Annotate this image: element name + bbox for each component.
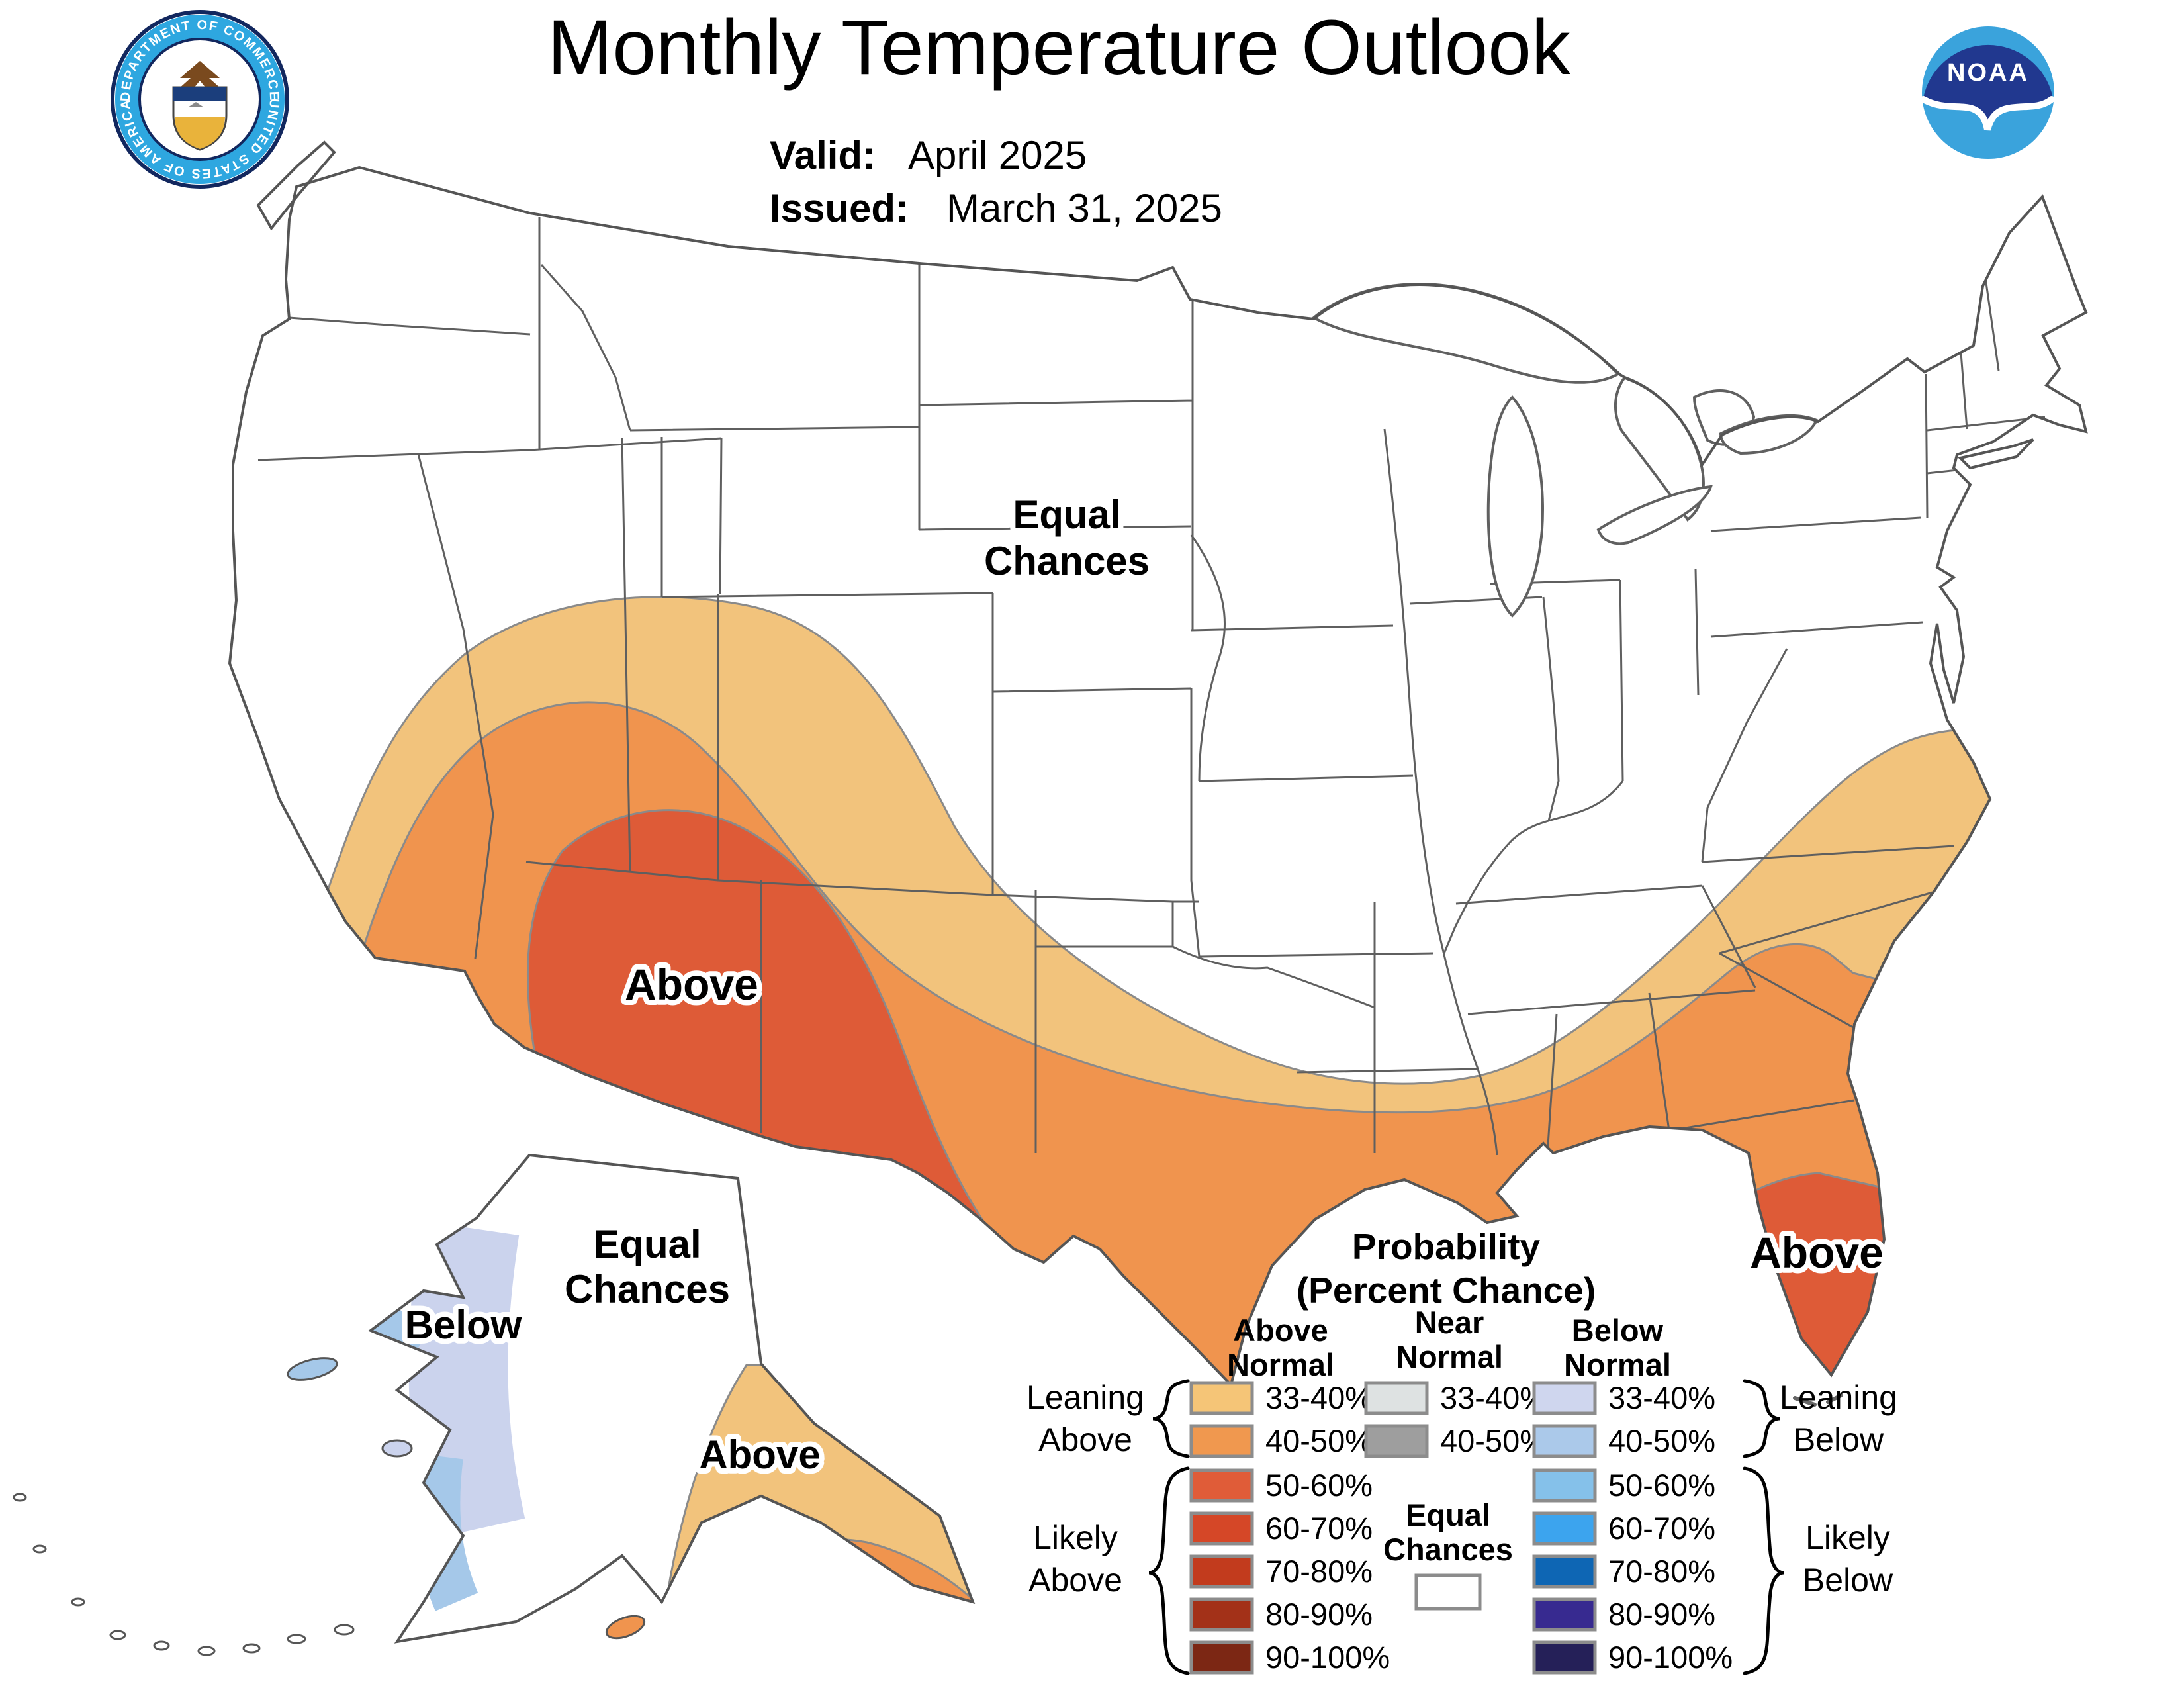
legend-below-row-0: 33-40% <box>1608 1380 1715 1415</box>
likely-below-label-line1: Likely <box>1805 1519 1890 1556</box>
alaska-equal-chances-label-line1: Equal <box>593 1222 701 1266</box>
legend-equal-chances-line1: Equal <box>1406 1497 1490 1532</box>
legend-below-row-3: 60-70% <box>1608 1511 1715 1546</box>
band-above-50-60-florida <box>1693 1172 1901 1385</box>
long-island <box>1958 438 2034 470</box>
florida-above-label: Above <box>1750 1228 1884 1277</box>
legend-title-line1: Probability <box>1352 1226 1541 1267</box>
noaa-logo-text: NOAA <box>1947 59 2029 87</box>
brace-leaning-above <box>1152 1379 1190 1458</box>
likely-below-label-line2: Below <box>1803 1562 1893 1599</box>
legend-above-row-2: 50-60% <box>1265 1468 1373 1503</box>
alaska-below-label: Below <box>405 1303 522 1347</box>
alaska-map <box>13 1153 976 1656</box>
lake-michigan <box>1486 395 1544 618</box>
legend-below-row-4: 70-80% <box>1608 1554 1715 1589</box>
legend-above-row-3: 60-70% <box>1265 1511 1373 1546</box>
legend-col-below-line2: Normal <box>1564 1347 1671 1382</box>
noaa-gull-icon <box>1920 96 2055 131</box>
valid-label: Valid: <box>770 133 876 177</box>
kodiak-island <box>605 1615 646 1640</box>
map-labels-group: Equal Chances Above Above Equal Chances … <box>400 487 1889 1482</box>
legend-title-line2: (Percent Chance) <box>1297 1270 1596 1311</box>
likely-above-label-line1: Likely <box>1033 1519 1118 1556</box>
state-borders <box>257 217 2046 1156</box>
vancouver-island <box>256 140 336 231</box>
lake-erie <box>1596 485 1713 545</box>
alaska-equal-chances-label-line2: Chances <box>565 1267 730 1311</box>
issued-label: Issued: <box>770 186 909 230</box>
legend-above-row-5: 80-90% <box>1265 1597 1373 1632</box>
nunivak-island <box>381 1439 413 1458</box>
great-lakes <box>1311 283 1819 618</box>
seal-shield-icon <box>172 86 228 151</box>
legend-above-row-6: 90-100% <box>1265 1640 1390 1675</box>
leaning-above-label-line2: Above <box>1038 1421 1132 1458</box>
st-lawrence-island <box>287 1357 338 1381</box>
legend-near-column: 33-40% 40-50% Equal Chances <box>1364 1380 1547 1611</box>
lake-superior <box>1311 283 1621 384</box>
alaska-outline <box>367 1153 976 1644</box>
legend-above-row-1: 40-50% <box>1265 1423 1373 1458</box>
legend-near-row-0: 33-40% <box>1440 1380 1547 1415</box>
page-title: Monthly Temperature Outlook <box>547 4 1571 91</box>
brace-leaning-below <box>1743 1379 1780 1458</box>
band-below-40-50-coast <box>414 1453 478 1611</box>
legend-equal-chances-line2: Chances <box>1383 1532 1513 1567</box>
alaska-above-label: Above <box>699 1432 820 1477</box>
legend-above-column: 33-40% 40-50% 50-60% 60-70% 70-80% 80-90… <box>1189 1380 1390 1675</box>
legend-col-above-line1: Above <box>1233 1313 1328 1348</box>
noaa-logo-icon: NOAA <box>1920 26 2055 159</box>
legend-col-near-line2: Normal <box>1396 1339 1503 1374</box>
conus-equal-chances-label-line1: Equal <box>1013 492 1120 537</box>
legend-equal-chances-swatch <box>1414 1573 1482 1611</box>
legend-near-row-1: 40-50% <box>1440 1423 1547 1458</box>
legend-below-row-5: 80-90% <box>1608 1597 1715 1632</box>
brace-likely-below <box>1743 1466 1784 1675</box>
seal-eagle-icon <box>179 61 221 89</box>
leaning-below-label-line1: Leaning <box>1780 1379 1897 1416</box>
brace-likely-above <box>1148 1466 1190 1675</box>
legend-col-near-line1: Near <box>1415 1305 1484 1340</box>
issued-value: March 31, 2025 <box>946 186 1222 230</box>
valid-value: April 2025 <box>908 133 1087 177</box>
legend-below-column: 33-40% 40-50% 50-60% 60-70% 70-80% 80-90… <box>1532 1380 1733 1675</box>
legend-below-row-1: 40-50% <box>1608 1423 1715 1458</box>
legend-below-row-2: 50-60% <box>1608 1468 1715 1503</box>
leaning-below-label-line2: Below <box>1794 1421 1884 1458</box>
conus-outline <box>228 165 2088 1387</box>
legend-below-row-6: 90-100% <box>1608 1640 1733 1675</box>
legend-col-below-line1: Below <box>1572 1313 1664 1348</box>
florida-keys <box>1793 1393 1843 1407</box>
conus-equal-chances-label-line2: Chances <box>984 539 1150 583</box>
legend-col-above-line2: Normal <box>1227 1347 1334 1382</box>
legend: Probability (Percent Chance) Above Norma… <box>1026 1226 1897 1675</box>
likely-above-label-line2: Above <box>1028 1562 1122 1599</box>
southwest-above-label: Above <box>625 960 758 1009</box>
aleutian-islands <box>13 1493 355 1656</box>
legend-above-row-0: 33-40% <box>1265 1380 1373 1415</box>
band-below-33-40 <box>408 1221 525 1540</box>
legend-above-row-4: 70-80% <box>1265 1554 1373 1589</box>
leaning-above-label-line1: Leaning <box>1026 1379 1144 1416</box>
doc-seal-icon: DEPARTMENT OF COMMERCE UNITED STATES OF … <box>111 10 289 189</box>
